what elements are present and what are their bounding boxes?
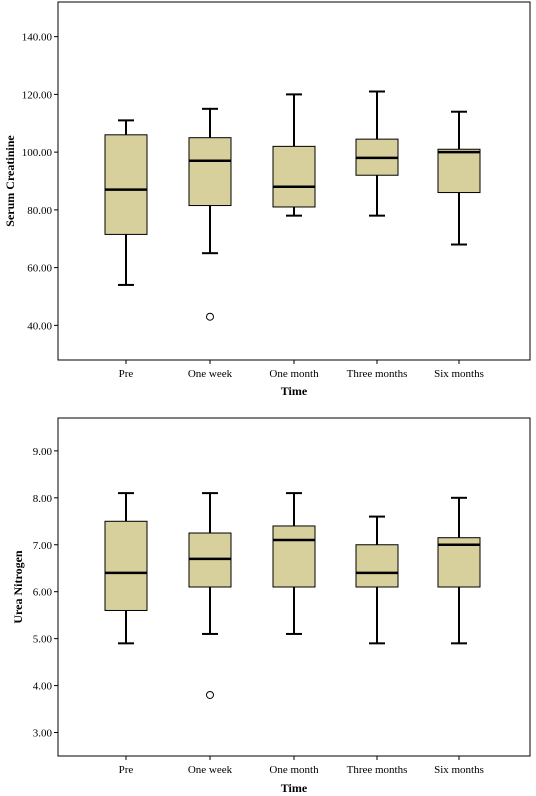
y-tick-label: 4.00 bbox=[33, 681, 53, 693]
urea-nitrogen-panel: 3.00 4.00 5.00 6.00 7.00 8.00 9.00 Urea Nitroge… bbox=[11, 417, 531, 795]
box-5 bbox=[437, 496, 481, 645]
y-tick-label: 6.00 bbox=[33, 587, 53, 599]
y-tick-label: 9.00 bbox=[33, 446, 53, 458]
iqr-box bbox=[355, 544, 399, 588]
x-tick-label: Three months bbox=[347, 368, 408, 380]
y-tick-label: 3.00 bbox=[33, 728, 53, 740]
y-tick-label: 140.00 bbox=[22, 32, 53, 44]
outlier-point bbox=[206, 312, 214, 321]
x-tick-label: One week bbox=[188, 764, 233, 776]
box-3 bbox=[272, 93, 316, 217]
y-axis-label: Serum Creatinine bbox=[3, 135, 17, 227]
y-tick-label: 5.00 bbox=[33, 634, 53, 646]
x-tick-label: Six months bbox=[434, 368, 484, 380]
x-tick-label: One month bbox=[269, 764, 319, 776]
iqr-box bbox=[437, 148, 481, 194]
box-2 bbox=[188, 492, 232, 699]
y-tick-label: 60.00 bbox=[27, 263, 52, 275]
box-1 bbox=[104, 119, 148, 286]
iqr-box bbox=[272, 145, 316, 208]
box-4 bbox=[355, 515, 399, 645]
box-2 bbox=[188, 107, 232, 321]
x-axis-label: Time bbox=[281, 384, 308, 398]
box-3 bbox=[272, 492, 316, 635]
iqr-box bbox=[104, 134, 148, 235]
outlier-point bbox=[206, 690, 214, 699]
y-tick-label: 8.00 bbox=[33, 493, 53, 505]
y-tick-label: 120.00 bbox=[22, 89, 53, 101]
iqr-box bbox=[104, 520, 148, 611]
iqr-box bbox=[188, 137, 232, 207]
x-tick-label: One week bbox=[188, 368, 233, 380]
box-5 bbox=[437, 110, 481, 246]
x-tick-label: One month bbox=[269, 368, 319, 380]
x-tick-label: Three months bbox=[347, 764, 408, 776]
x-tick-label: Pre bbox=[119, 368, 134, 380]
y-tick-label: 7.00 bbox=[33, 540, 53, 552]
y-axis-label: Urea Nitrogen bbox=[11, 550, 25, 624]
x-axis-label: Time bbox=[281, 781, 308, 795]
y-tick-label: 100.00 bbox=[22, 147, 53, 159]
y-tick-label: 80.00 bbox=[27, 205, 52, 217]
serum-creatinine-panel: 40.00 60.00 80.00 100.00 120.00 140.00 Serum C… bbox=[3, 1, 531, 398]
box-1 bbox=[104, 492, 148, 645]
iqr-box bbox=[272, 525, 316, 588]
y-tick-label: 40.00 bbox=[27, 320, 52, 332]
box-4 bbox=[355, 90, 399, 217]
x-tick-label: Pre bbox=[119, 764, 134, 776]
x-tick-label: Six months bbox=[434, 764, 484, 776]
